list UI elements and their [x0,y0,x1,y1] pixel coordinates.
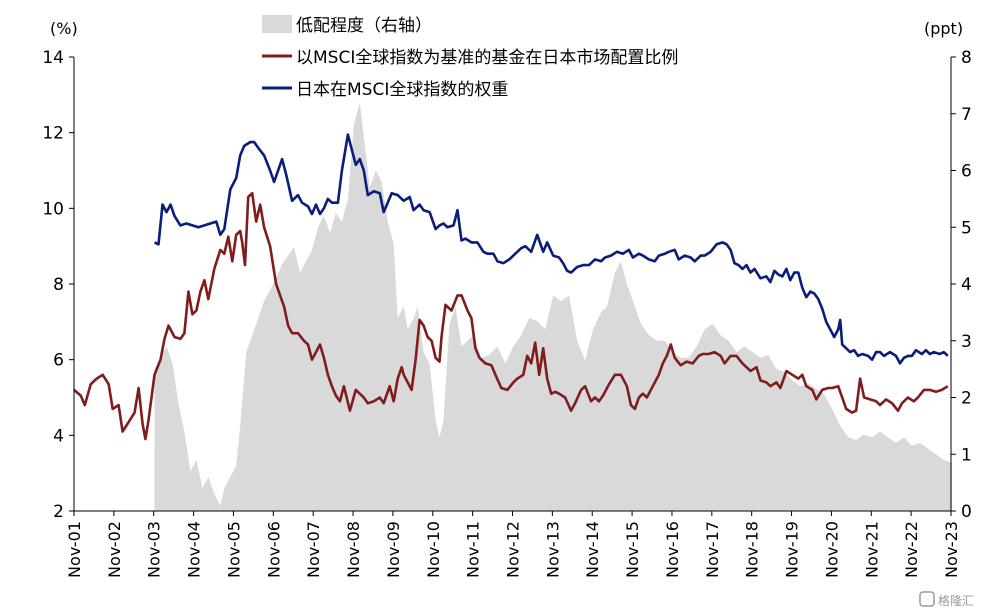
legend-label: 以MSCI全球指数为基准的基金在日本市场配置比例 [296,48,678,68]
right-tick-label: 4 [961,275,972,295]
watermark-logo-icon [919,591,935,607]
x-tick-label: Nov-01 [65,521,84,578]
x-tick-label: Nov-10 [424,521,443,578]
left-tick-label: 2 [53,502,64,522]
right-tick-label: 3 [961,332,972,352]
left-tick-label: 12 [42,124,64,144]
series-area-low-allocation [154,102,952,512]
left-tick-label: 8 [53,275,64,295]
x-tick-label: Nov-14 [583,521,602,578]
x-tick-label: Nov-07 [304,521,323,578]
watermark-text: 格隆汇 [938,593,974,608]
left-tick-label: 4 [53,426,64,446]
x-tick-label: Nov-15 [623,521,642,578]
right-tick-label: 8 [961,48,972,68]
area-layer [154,102,952,512]
x-tick-label: Nov-20 [822,521,841,578]
x-tick-label: Nov-06 [264,521,283,578]
x-tick-label: Nov-21 [862,521,881,578]
x-tick-label: Nov-23 [942,521,961,578]
right-tick-label: 0 [961,502,972,522]
legend-swatch-area [262,15,292,33]
x-tick-label: Nov-17 [703,521,722,578]
series-line-2 [153,133,949,365]
left-tick-label: 6 [53,351,64,371]
left-tick-label: 10 [42,199,64,219]
x-tick-label: Nov-11 [464,521,483,578]
x-tick-label: Nov-08 [344,521,363,578]
x-tick-label: Nov-05 [224,521,243,578]
x-tick-label: Nov-18 [743,521,762,578]
legend-label: 日本在MSCI全球指数的权重 [296,80,508,100]
x-tick-label: Nov-04 [185,521,204,578]
x-tick-label: Nov-09 [384,521,403,578]
series-line-1 [73,191,949,441]
watermark: 格隆汇 [919,591,974,608]
legend: 低配程度（右轴） 以MSCI全球指数为基准的基金在日本市场配置比例日本在MSCI全… [262,15,678,100]
x-tick-label: Nov-03 [145,521,164,578]
left-unit-label: (%) [50,19,78,38]
line-layer [73,133,949,441]
x-tick-label: Nov-22 [902,521,921,578]
legend-label: 低配程度（右轴） [296,16,432,36]
x-tick-label: Nov-19 [783,521,802,578]
x-tick-label: Nov-12 [504,521,523,578]
x-tick-label: Nov-16 [663,521,682,578]
right-tick-label: 5 [961,218,972,238]
x-tick-label: Nov-13 [543,521,562,578]
right-tick-label: 6 [961,162,972,182]
right-unit-label: (ppt) [924,19,963,38]
right-tick-label: 7 [961,105,972,125]
left-tick-label: 14 [42,48,64,68]
right-tick-label: 2 [961,389,972,409]
right-tick-label: 1 [961,445,972,465]
x-tick-label: Nov-02 [105,521,124,578]
